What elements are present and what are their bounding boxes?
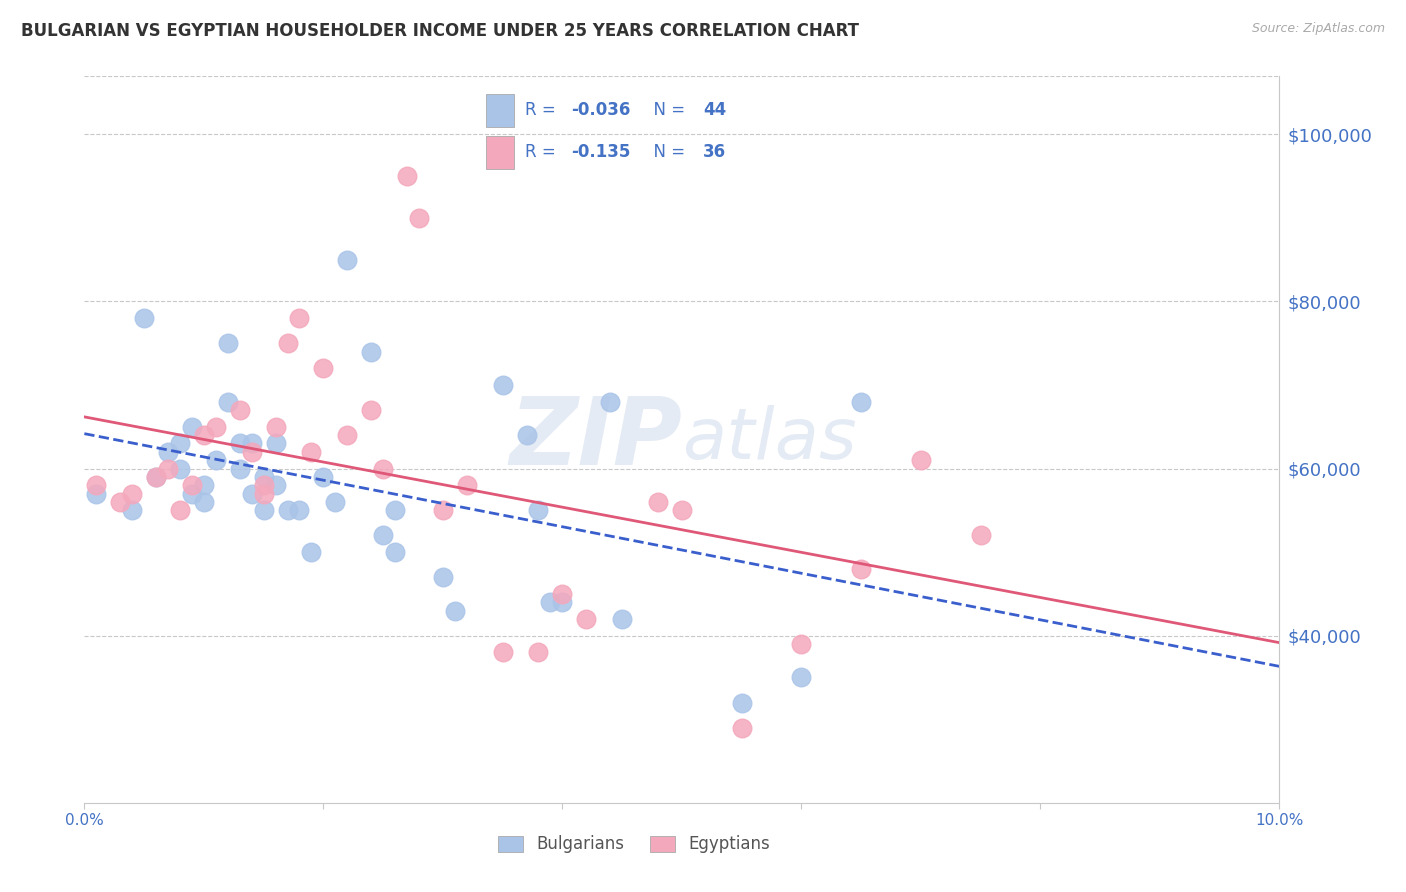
Text: R =: R = — [524, 144, 565, 161]
Point — [264, 419, 287, 434]
FancyBboxPatch shape — [486, 95, 513, 127]
Point — [373, 461, 395, 475]
Point — [432, 570, 454, 584]
Point — [731, 696, 754, 710]
Point — [240, 486, 263, 500]
Point — [612, 612, 634, 626]
Point — [492, 378, 515, 392]
Point — [277, 503, 299, 517]
Text: Source: ZipAtlas.com: Source: ZipAtlas.com — [1251, 22, 1385, 36]
Legend: Bulgarians, Egyptians: Bulgarians, Egyptians — [492, 829, 776, 860]
Point — [121, 486, 143, 500]
Point — [671, 503, 693, 517]
Point — [551, 587, 574, 601]
Point — [527, 503, 550, 517]
Point — [205, 419, 228, 434]
Point — [360, 403, 382, 417]
Point — [240, 445, 263, 459]
Point — [132, 311, 156, 326]
Point — [253, 470, 276, 484]
Point — [193, 428, 215, 442]
Point — [217, 394, 239, 409]
Point — [384, 503, 406, 517]
Point — [492, 645, 515, 659]
Point — [910, 453, 932, 467]
Text: R =: R = — [524, 101, 561, 119]
Point — [181, 478, 204, 492]
Point — [181, 486, 204, 500]
Point — [253, 478, 276, 492]
Point — [110, 495, 132, 509]
Point — [228, 403, 252, 417]
Point — [456, 478, 478, 492]
Point — [312, 361, 335, 376]
Point — [551, 595, 574, 609]
Point — [205, 453, 228, 467]
Point — [373, 528, 395, 542]
Point — [193, 495, 215, 509]
Text: N =: N = — [643, 101, 690, 119]
Point — [336, 428, 359, 442]
Point — [240, 436, 263, 450]
Point — [288, 311, 311, 326]
Point — [444, 604, 467, 618]
Point — [253, 503, 276, 517]
Point — [121, 503, 143, 517]
Point — [731, 721, 754, 735]
Text: atlas: atlas — [682, 405, 856, 474]
FancyBboxPatch shape — [486, 136, 513, 169]
Point — [647, 495, 669, 509]
Point — [181, 419, 204, 434]
Point — [217, 336, 239, 351]
Text: -0.135: -0.135 — [571, 144, 631, 161]
Point — [408, 211, 430, 225]
Point — [336, 252, 359, 267]
Point — [384, 545, 406, 559]
Point — [86, 478, 108, 492]
Point — [540, 595, 562, 609]
Point — [301, 445, 323, 459]
Point — [851, 562, 873, 576]
Point — [312, 470, 335, 484]
Point — [599, 394, 621, 409]
Point — [325, 495, 347, 509]
Point — [790, 670, 813, 684]
Point — [169, 461, 191, 475]
Point — [228, 461, 252, 475]
Point — [851, 394, 873, 409]
Point — [264, 436, 287, 450]
Point — [193, 478, 215, 492]
Point — [157, 445, 180, 459]
Point — [360, 344, 382, 359]
Text: N =: N = — [643, 144, 690, 161]
Text: 44: 44 — [703, 101, 725, 119]
Point — [145, 470, 167, 484]
Point — [253, 486, 276, 500]
Text: ZIP: ZIP — [509, 393, 682, 485]
Point — [169, 436, 191, 450]
Point — [169, 503, 191, 517]
Point — [228, 436, 252, 450]
Text: -0.036: -0.036 — [571, 101, 631, 119]
Point — [790, 637, 813, 651]
Text: 36: 36 — [703, 144, 725, 161]
Point — [157, 461, 180, 475]
Point — [301, 545, 323, 559]
Point — [288, 503, 311, 517]
Point — [970, 528, 993, 542]
Point — [145, 470, 167, 484]
Point — [264, 478, 287, 492]
Point — [86, 486, 108, 500]
Point — [516, 428, 538, 442]
Point — [432, 503, 454, 517]
Point — [277, 336, 299, 351]
Point — [396, 169, 419, 183]
Point — [527, 645, 550, 659]
Text: BULGARIAN VS EGYPTIAN HOUSEHOLDER INCOME UNDER 25 YEARS CORRELATION CHART: BULGARIAN VS EGYPTIAN HOUSEHOLDER INCOME… — [21, 22, 859, 40]
Point — [575, 612, 598, 626]
